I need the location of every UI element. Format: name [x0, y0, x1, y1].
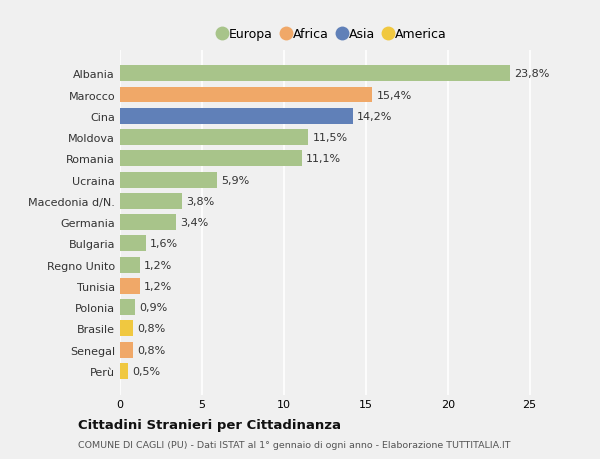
Bar — [120, 342, 133, 358]
Bar — [120, 300, 135, 315]
Text: Cittadini Stranieri per Cittadinanza: Cittadini Stranieri per Cittadinanza — [78, 418, 341, 431]
Text: 23,8%: 23,8% — [514, 69, 550, 79]
Text: 0,8%: 0,8% — [137, 345, 166, 355]
Bar — [120, 151, 302, 167]
Bar — [120, 257, 140, 273]
Bar — [120, 109, 353, 124]
Bar — [120, 215, 176, 230]
Text: 11,1%: 11,1% — [306, 154, 341, 164]
Text: 11,5%: 11,5% — [313, 133, 347, 143]
Text: 0,8%: 0,8% — [137, 324, 166, 334]
Bar — [120, 172, 217, 188]
Bar — [120, 130, 308, 146]
Text: 5,9%: 5,9% — [221, 175, 249, 185]
Bar — [120, 193, 182, 209]
Text: 3,4%: 3,4% — [180, 218, 208, 228]
Text: 0,9%: 0,9% — [139, 302, 167, 313]
Bar — [120, 321, 133, 336]
Bar — [120, 66, 510, 82]
Bar — [120, 278, 140, 294]
Legend: Europa, Africa, Asia, America: Europa, Africa, Asia, America — [219, 28, 447, 41]
Text: 1,2%: 1,2% — [144, 260, 172, 270]
Text: 3,8%: 3,8% — [187, 196, 215, 207]
Text: 1,2%: 1,2% — [144, 281, 172, 291]
Text: 0,5%: 0,5% — [132, 366, 160, 376]
Text: 15,4%: 15,4% — [376, 90, 412, 101]
Text: 14,2%: 14,2% — [357, 112, 392, 122]
Text: 1,6%: 1,6% — [151, 239, 178, 249]
Bar — [120, 87, 373, 103]
Bar — [120, 236, 146, 252]
Bar — [120, 363, 128, 379]
Text: COMUNE DI CAGLI (PU) - Dati ISTAT al 1° gennaio di ogni anno - Elaborazione TUTT: COMUNE DI CAGLI (PU) - Dati ISTAT al 1° … — [78, 441, 511, 449]
